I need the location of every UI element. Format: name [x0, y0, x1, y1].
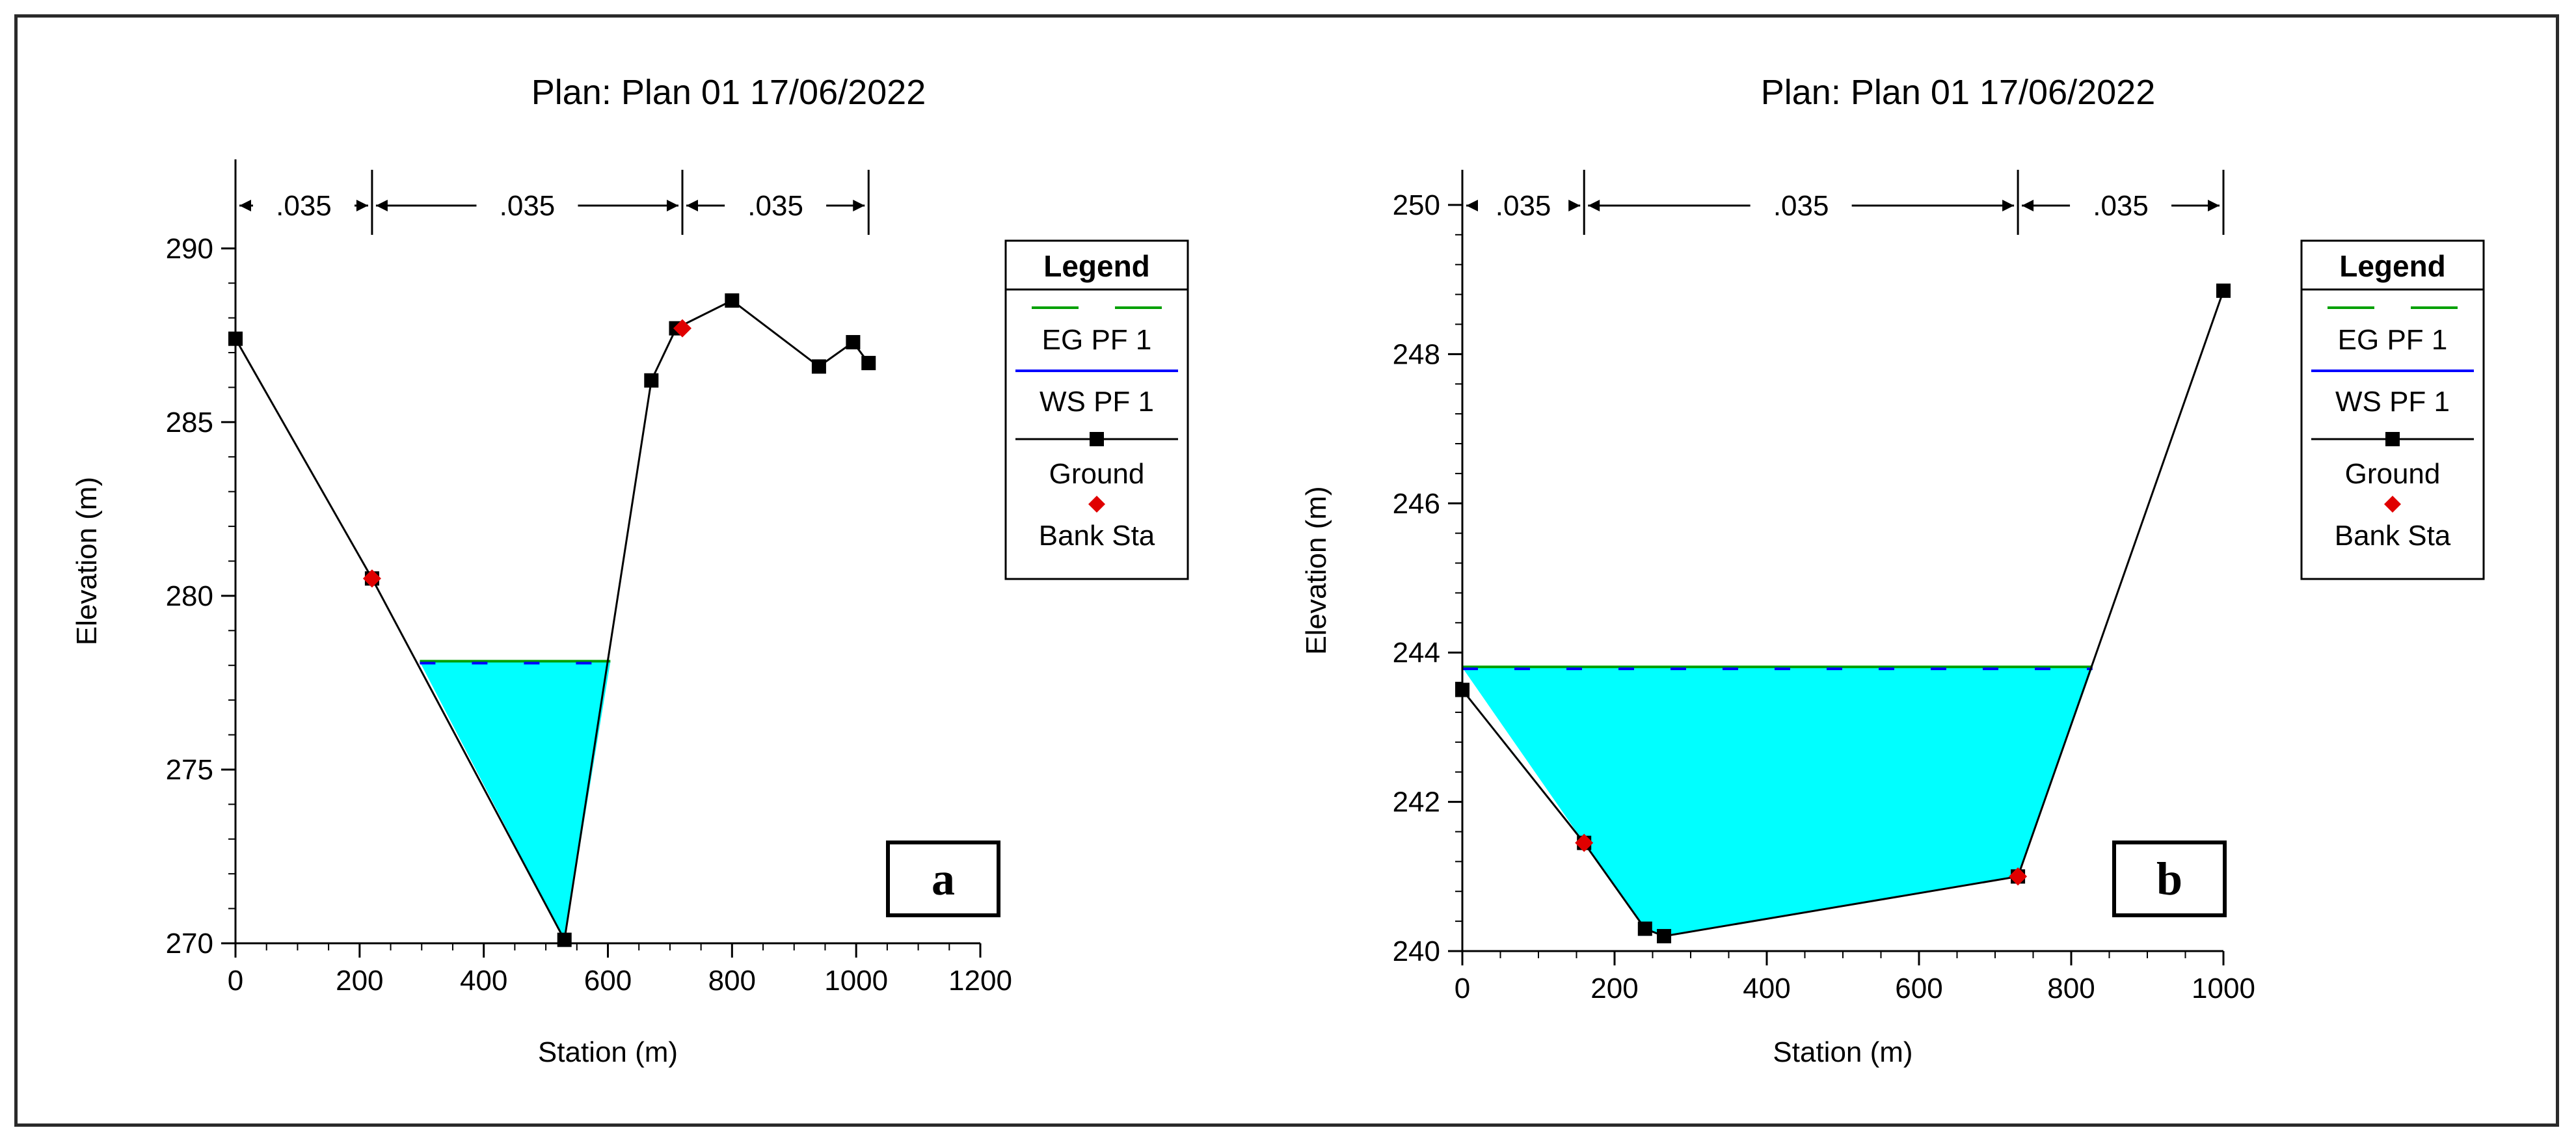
x-tick-label: 200: [1590, 973, 1638, 1004]
legend-box: [2300, 239, 2485, 580]
legend-ground-marker: [1090, 432, 1104, 446]
x-axis-label: Station (m): [538, 1036, 678, 1068]
x-tick-label: 800: [2047, 973, 2095, 1004]
n-arrowhead-left: [2022, 200, 2034, 211]
ground-point: [725, 293, 740, 308]
legend-entry-eg: EG PF 1: [1042, 324, 1152, 356]
legend-title: Legend: [2339, 249, 2446, 283]
y-tick-label: 244: [1393, 637, 1440, 669]
y-axis-label: Elevation (m): [1300, 486, 1332, 654]
y-tick-label: 242: [1393, 787, 1440, 818]
y-tick-label: 246: [1393, 488, 1440, 520]
ground-point: [1657, 929, 1672, 944]
x-tick-label: 1000: [824, 965, 888, 997]
legend-ground-marker: [2385, 432, 2400, 446]
x-tick-label: 400: [460, 965, 507, 997]
legend-entry-ground: Ground: [2345, 458, 2441, 490]
y-tick-label: 275: [166, 754, 213, 786]
legend-entry-eg: EG PF 1: [2338, 324, 2448, 356]
ground-point: [2216, 283, 2231, 298]
x-tick-label: 1000: [2192, 973, 2255, 1004]
ground-point: [644, 373, 659, 388]
n-arrowhead-left: [1588, 200, 1600, 211]
bank-station-point: [1575, 833, 1594, 852]
chart-title: Plan: Plan 01 17/06/2022: [531, 73, 926, 112]
n-arrowhead-right: [2208, 200, 2220, 211]
n-arrowhead-left: [375, 200, 388, 211]
x-tick-label: 0: [228, 965, 243, 997]
chart-title: Plan: Plan 01 17/06/2022: [1761, 73, 2156, 112]
panel-label-box: [2112, 840, 2227, 917]
x-tick-label: 1200: [948, 965, 1012, 997]
n-arrowhead-right: [2002, 200, 2015, 211]
n-arrowhead-right: [356, 200, 368, 211]
y-axis-label: Elevation (m): [71, 477, 103, 645]
x-tick-label: 400: [1743, 973, 1790, 1004]
n-arrowhead-left: [1466, 200, 1478, 211]
legend-entry-ws: WS PF 1: [2335, 386, 2450, 418]
water-fill: [1462, 667, 2093, 937]
legend-title: Legend: [1043, 249, 1150, 283]
y-tick-label: 250: [1393, 189, 1440, 221]
x-tick-label: 0: [1455, 973, 1470, 1004]
y-tick-label: 248: [1393, 338, 1440, 370]
ground-point: [557, 932, 572, 947]
x-tick-label: 600: [584, 965, 632, 997]
y-tick-label: 280: [166, 580, 213, 612]
panel-label: a: [932, 853, 955, 905]
x-axis-label: Station (m): [1773, 1036, 1912, 1068]
x-tick-label: 600: [1895, 973, 1942, 1004]
n-arrowhead-left: [239, 200, 251, 211]
legend-entry-bank: Bank Sta: [1039, 520, 1155, 552]
ground-line: [1461, 290, 2225, 937]
n-arrowhead-right: [1568, 200, 1581, 211]
y-tick-label: 285: [166, 407, 213, 438]
legend-entry-ws: WS PF 1: [1040, 386, 1154, 418]
n-value-label: .035: [1773, 190, 1829, 222]
ground-point: [1637, 921, 1652, 936]
legend-bank-marker: [2384, 496, 2401, 513]
n-value-label: .035: [2093, 190, 2149, 222]
n-value-label: .035: [1496, 190, 1551, 222]
legend-box: [1004, 239, 1189, 580]
cross-section-chart-a: Plan: Plan 01 17/06/2022 270 275 280 285 290 0…: [71, 73, 1189, 1068]
y-tick-label: 270: [166, 928, 213, 960]
n-value-label: .035: [500, 190, 556, 222]
figure-border: [14, 14, 2559, 1127]
bank-station-point: [362, 569, 381, 588]
ground-point: [846, 335, 861, 350]
n-arrowhead-left: [686, 200, 698, 211]
bank-station-point: [673, 319, 691, 338]
bank-station-point: [2009, 867, 2028, 886]
legend-bank-marker: [1088, 496, 1105, 513]
legend-entry-ground: Ground: [1049, 458, 1145, 490]
y-tick-label: 290: [166, 233, 213, 265]
cross-section-chart-b: Plan: Plan 01 17/06/2022 240 242 244 246 248 2…: [1300, 73, 2485, 1068]
ground-point: [228, 331, 243, 346]
ground-point: [861, 356, 876, 371]
panel-label: b: [2156, 853, 2182, 905]
n-value-label: .035: [747, 190, 803, 222]
legend-entry-bank: Bank Sta: [2335, 520, 2451, 552]
n-arrowhead-right: [667, 200, 678, 211]
water-fill: [420, 662, 611, 940]
n-value-label: .035: [276, 190, 332, 222]
y-tick-label: 240: [1393, 935, 1440, 967]
ground-point: [1455, 682, 1469, 697]
panel-label-box: [886, 840, 1000, 917]
x-tick-label: 800: [708, 965, 756, 997]
x-tick-label: 200: [336, 965, 383, 997]
ground-point: [811, 359, 826, 374]
n-arrowhead-right: [853, 200, 865, 211]
